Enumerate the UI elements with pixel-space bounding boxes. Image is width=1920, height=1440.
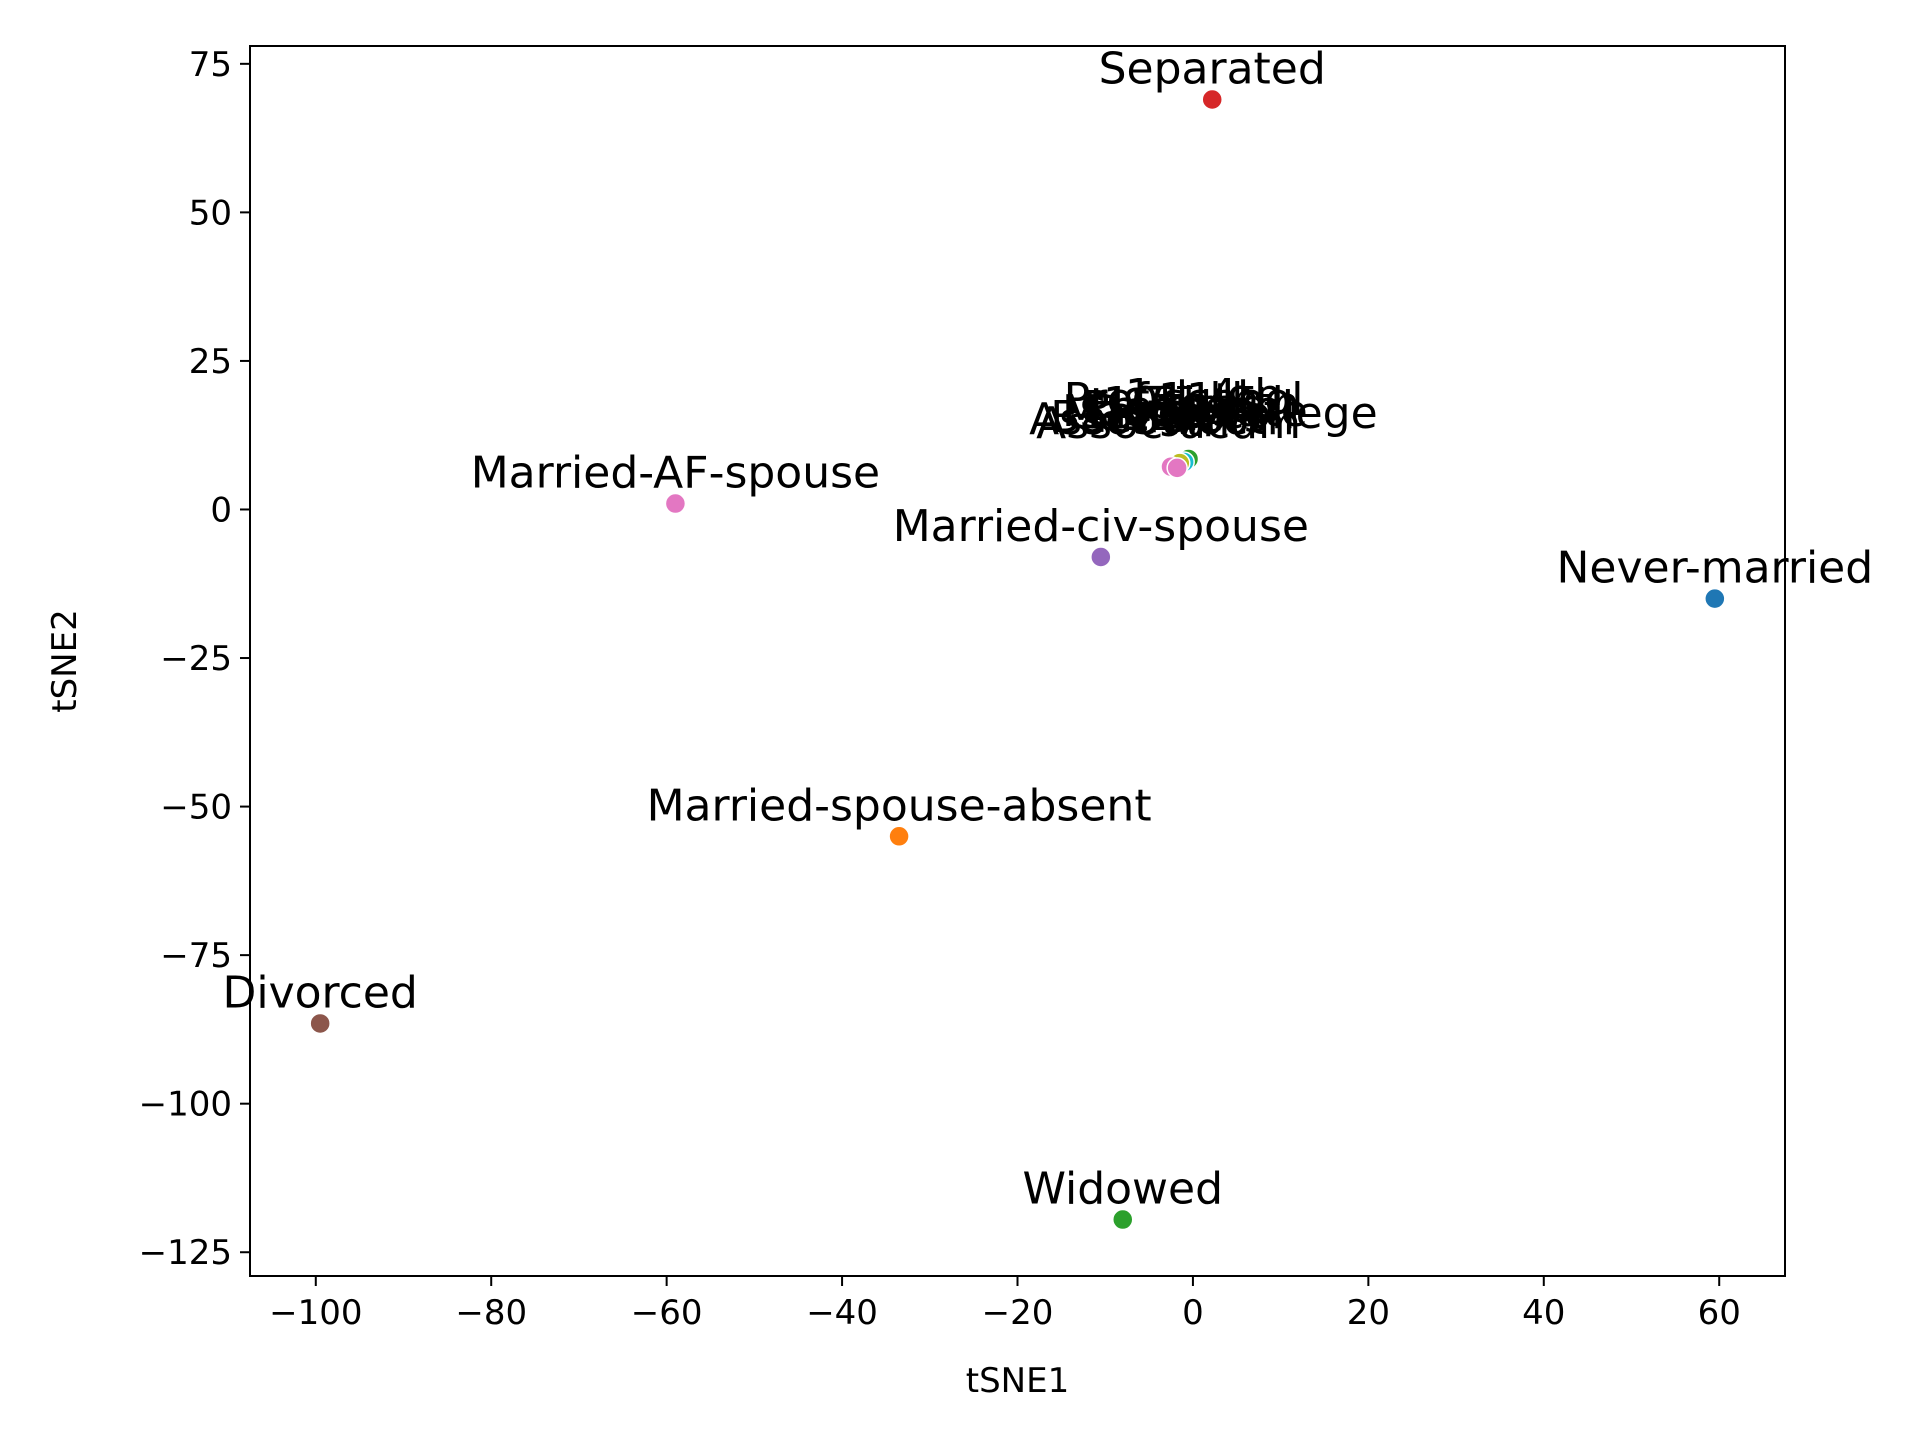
y-axis-label: tSNE2 [45, 609, 85, 712]
y-tick-label: 0 [210, 490, 232, 530]
x-tick-label: −20 [982, 1293, 1054, 1333]
data-point [1112, 1208, 1134, 1231]
point-label: Married-civ-spouse [893, 501, 1309, 552]
point-label: Married-spouse-absent [647, 780, 1152, 831]
cluster-point-label: Doctorate [1089, 386, 1308, 437]
cluster-point-label: 10th [1103, 378, 1204, 429]
cluster-point-label: 9th [1157, 396, 1230, 447]
cluster-point-label: Assoc-acdm [1036, 398, 1301, 449]
x-tick-label: 20 [1347, 1293, 1390, 1333]
cluster-point-label: 12th [1123, 390, 1224, 441]
x-tick-label: 40 [1522, 1293, 1565, 1333]
cluster-point-label: Preschool [1083, 382, 1294, 433]
x-tick-label: −100 [269, 1293, 362, 1333]
data-point [888, 825, 910, 848]
y-tick-label: −50 [160, 788, 232, 828]
cluster-point-label: Some-college [1079, 388, 1377, 439]
labels-layer: Separated Married-AF-spouse Married-civ-sp… [222, 43, 1873, 1214]
point-label: Separated [1099, 43, 1326, 94]
x-tick-label: −60 [631, 1293, 703, 1333]
cluster-point-label: Prof-school [1064, 374, 1304, 425]
point-label: Married-AF-spouse [471, 448, 880, 499]
y-tick-label: −125 [139, 1233, 232, 1273]
cluster-point-label: 7th-8th [1137, 378, 1299, 429]
y-tick-label: −25 [160, 639, 232, 679]
x-tick-label: −80 [455, 1293, 527, 1333]
data-point [1201, 88, 1223, 111]
x-tick-label: 0 [1182, 1293, 1204, 1333]
cluster-point-label: Masters [1062, 386, 1235, 437]
y-tick-label: 50 [189, 193, 232, 233]
data-point [309, 1012, 331, 1035]
point-label: Widowed [1022, 1164, 1223, 1215]
x-tick-label: 60 [1698, 1293, 1741, 1333]
cluster-point-label: 5th-6th [1132, 394, 1294, 445]
cluster-point-label: HS-grad [1090, 380, 1268, 431]
point-label: Divorced [222, 967, 417, 1018]
x-tick-label: −40 [806, 1293, 878, 1333]
y-tick-label: 25 [189, 342, 232, 382]
ticks-layer: −100 −80 −60 −40 −20 0 20 40 60 −125 −100 −75 −50 −25… [139, 45, 1741, 1333]
y-tick-label: −100 [139, 1085, 232, 1125]
data-point [1704, 587, 1726, 610]
data-point [1090, 546, 1112, 568]
y-tick-label: −75 [160, 936, 232, 976]
data-point [664, 492, 687, 515]
y-tick-label: 75 [189, 45, 232, 85]
cluster-data-point [1166, 457, 1188, 479]
cluster-point-label: Bachelors [1050, 392, 1266, 443]
points-layer [309, 88, 1726, 1231]
x-axis-label: tSNE1 [966, 1361, 1069, 1401]
cluster-point-label: 11th [1158, 374, 1259, 425]
cluster-point-label: Assoc-voc [1029, 394, 1248, 445]
point-label: Never-married [1556, 543, 1873, 594]
cluster-point-label: 1st-4th [1125, 370, 1282, 421]
plot-frame [249, 45, 1786, 1277]
